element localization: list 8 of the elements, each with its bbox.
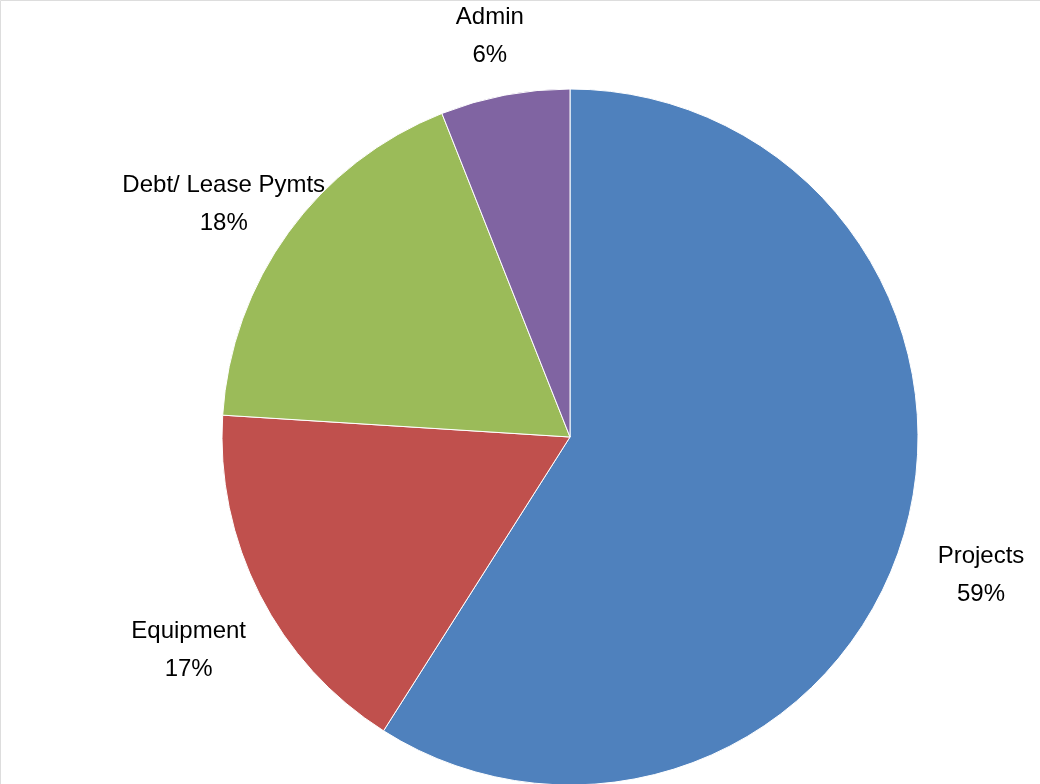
data-label: 17% xyxy=(164,654,213,682)
slice-label: Debt/ Lease Pymts xyxy=(122,170,326,198)
slice-label: Admin xyxy=(455,1,524,29)
data-label: 18% xyxy=(199,208,248,236)
slice-label: Projects xyxy=(937,541,1025,569)
slice-label: Equipment xyxy=(131,616,247,644)
data-label: 59% xyxy=(956,579,1006,607)
data-label: 6% xyxy=(472,39,508,67)
